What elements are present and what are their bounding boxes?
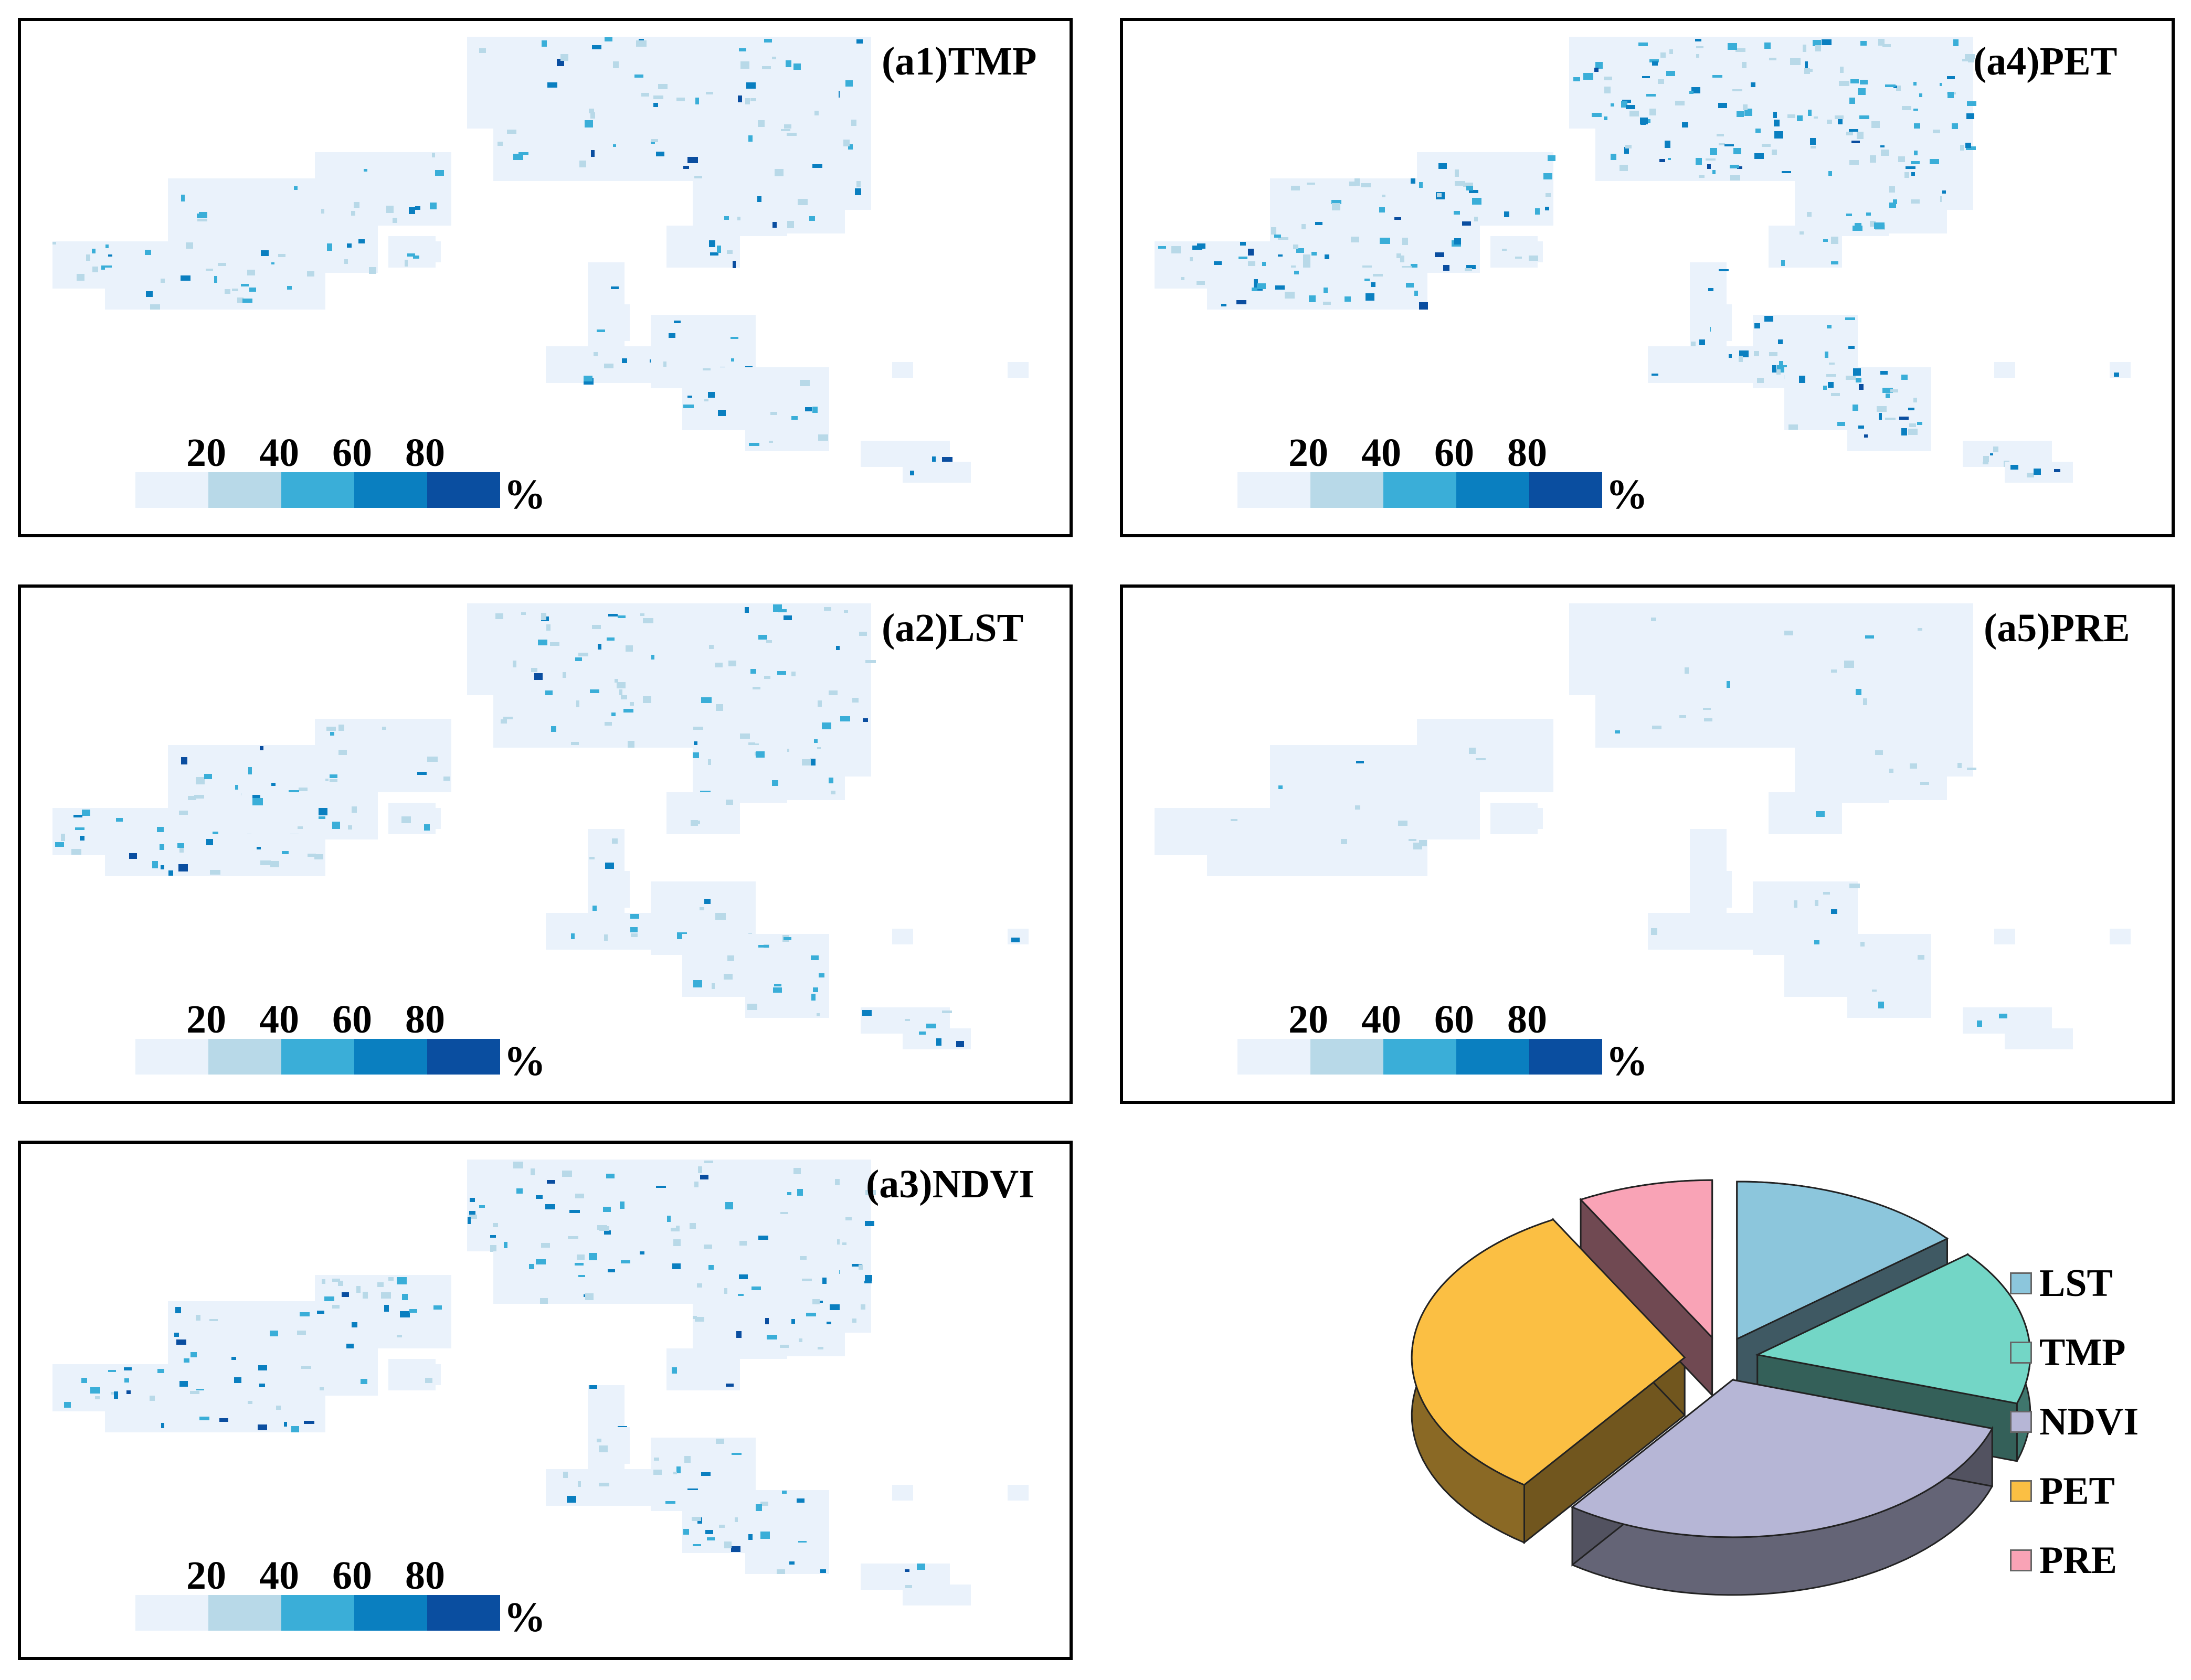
colorbar-tick-label: 80 (405, 431, 445, 475)
map-panel-a2: (a2)LST 20 40 60 80% (18, 584, 1073, 1104)
pie-slice-pet (1411, 1218, 1686, 1486)
colorbar-swatch (427, 1595, 500, 1631)
colorbar-tick-label: 20 (186, 997, 226, 1041)
colorbar-swatch (354, 1039, 427, 1075)
colorbar-swatch (1529, 472, 1602, 508)
colorbar-tick-label: 60 (1434, 997, 1474, 1041)
colorbar-tick-label: 60 (332, 431, 372, 475)
colorbar-swatch (1529, 1039, 1602, 1075)
colorbar-tick-label: 20 (186, 431, 226, 475)
colorbar-tick-label: 60 (332, 1554, 372, 1598)
region-map-a2 (52, 603, 1029, 1049)
colorbar-swatch (281, 472, 354, 508)
colorbar-swatch (208, 472, 281, 508)
pie-slice-lst (1736, 1181, 1949, 1341)
colorbar (1237, 472, 1602, 508)
legend-item-tmp: TMP (2010, 1318, 2139, 1387)
region-map-a3 (52, 1160, 1029, 1605)
colorbar-tick-label: 80 (405, 997, 445, 1041)
region-map-a1 (52, 37, 1029, 483)
legend-label: PET (2039, 1469, 2115, 1513)
legend-label: PRE (2039, 1538, 2117, 1582)
legend-item-pet: PET (2010, 1456, 2139, 1526)
legend-item-pre: PRE (2010, 1526, 2139, 1595)
panel-title: (a1)TMP (882, 39, 1037, 83)
colorbar-swatch (1383, 472, 1456, 508)
colorbar-swatch (427, 1039, 500, 1075)
pie-slice-ndvi (1571, 1379, 1994, 1538)
colorbar-unit: % (504, 1594, 546, 1641)
legend-label: LST (2039, 1261, 2113, 1305)
colorbar-swatch (1456, 1039, 1529, 1075)
map-panel-a4: (a4)PET 20 40 60 80% (1120, 18, 2175, 537)
colorbar-tick-label: 80 (1507, 997, 1547, 1041)
colorbar-swatch (427, 472, 500, 508)
colorbar (135, 1595, 500, 1631)
colorbar-tick-label: 20 (186, 1554, 226, 1598)
pie-slice-tmp (1754, 1253, 2031, 1405)
region-map-a4 (1155, 37, 2131, 483)
colorbar-tick-label: 40 (259, 997, 299, 1041)
pie-chart (1411, 1179, 2031, 1596)
colorbar-swatch (1383, 1039, 1456, 1075)
legend-swatch (2010, 1480, 2032, 1502)
colorbar-tick-label: 40 (1361, 431, 1401, 475)
colorbar-swatch (1310, 472, 1383, 508)
colorbar (135, 1039, 500, 1075)
colorbar-swatch (135, 1595, 208, 1631)
legend-label: TMP (2039, 1331, 2126, 1374)
colorbar-unit: % (504, 472, 546, 518)
colorbar-tick-label: 80 (405, 1554, 445, 1598)
panel-title: (a5)PRE (1984, 606, 2130, 650)
colorbar (135, 472, 500, 508)
colorbar-tick-label: 40 (1361, 997, 1401, 1041)
colorbar-swatch (135, 472, 208, 508)
pie-slice-pre (1579, 1179, 1713, 1340)
colorbar-tick-label: 80 (1507, 431, 1547, 475)
map-panel-a5: (a5)PRE 20 40 60 80% (1120, 584, 2175, 1104)
legend-swatch (2010, 1549, 2032, 1571)
colorbar-unit: % (504, 1038, 546, 1084)
colorbar-swatch (208, 1039, 281, 1075)
colorbar-swatch (354, 472, 427, 508)
colorbar-swatch (135, 1039, 208, 1075)
legend-swatch (2010, 1272, 2032, 1294)
map-panel-a3: (a3)NDVI 20 40 60 80% (18, 1141, 1073, 1660)
pie-legend: LST TMP NDVI PET PRE (2010, 1249, 2139, 1595)
colorbar-swatch (281, 1039, 354, 1075)
colorbar-swatch (1456, 472, 1529, 508)
colorbar-tick-label: 60 (332, 997, 372, 1041)
legend-item-lst: LST (2010, 1249, 2139, 1318)
colorbar-swatch (1237, 1039, 1310, 1075)
panel-title: (a2)LST (882, 606, 1024, 650)
colorbar-swatch (208, 1595, 281, 1631)
map-panel-a1: (a1)TMP 20 40 60 80% (18, 18, 1073, 537)
legend-label: NDVI (2039, 1400, 2139, 1443)
colorbar-swatch (1310, 1039, 1383, 1075)
colorbar-swatch (281, 1595, 354, 1631)
colorbar-swatch (354, 1595, 427, 1631)
colorbar-tick-label: 40 (259, 431, 299, 475)
legend-item-ndvi: NDVI (2010, 1387, 2139, 1456)
colorbar-tick-label: 60 (1434, 431, 1474, 475)
colorbar-tick-label: 40 (259, 1554, 299, 1598)
panel-title: (a4)PET (1973, 39, 2118, 83)
colorbar-tick-label: 20 (1288, 997, 1328, 1041)
colorbar (1237, 1039, 1602, 1075)
legend-swatch (2010, 1342, 2032, 1364)
colorbar-unit: % (1606, 1038, 1648, 1084)
pie-chart-area (1118, 1123, 2188, 1677)
colorbar-swatch (1237, 472, 1310, 508)
region-map-a5 (1155, 603, 2131, 1049)
legend-swatch (2010, 1411, 2032, 1433)
colorbar-tick-label: 20 (1288, 431, 1328, 475)
colorbar-unit: % (1606, 472, 1648, 518)
panel-title: (a3)NDVI (866, 1162, 1034, 1206)
